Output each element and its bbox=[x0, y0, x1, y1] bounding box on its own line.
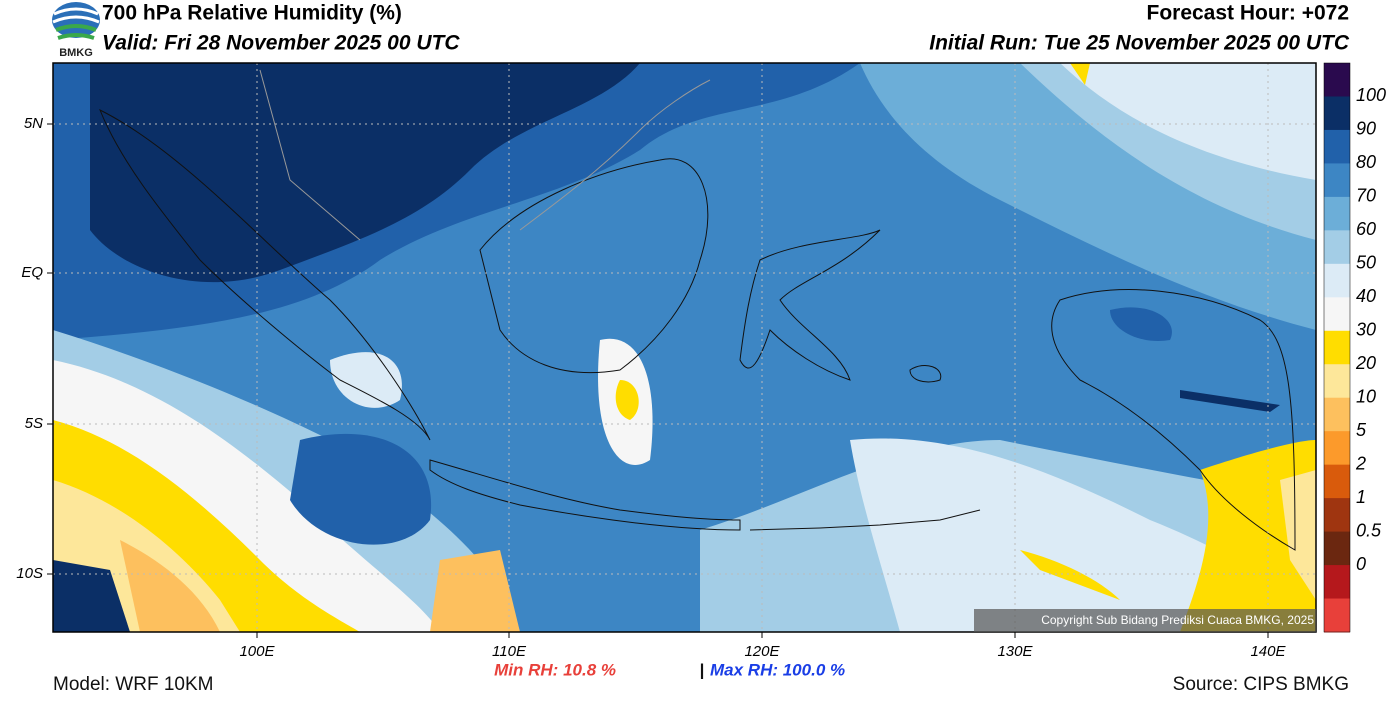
lon-label: 130E bbox=[997, 643, 1033, 660]
colorbar-swatch bbox=[1324, 431, 1350, 466]
colorbar-label: 0.5 bbox=[1356, 520, 1382, 540]
separator: | bbox=[700, 660, 705, 679]
colorbar-swatch bbox=[1324, 230, 1350, 265]
coastlines bbox=[99, 108, 1296, 551]
colorbar-swatch bbox=[1324, 464, 1350, 499]
lon-label: 110E bbox=[492, 643, 527, 660]
colorbar-label: 40 bbox=[1356, 286, 1376, 306]
colorbar-label: 80 bbox=[1356, 152, 1376, 172]
colorbar-swatch bbox=[1324, 531, 1350, 566]
lon-label: 120E bbox=[744, 643, 780, 660]
colorbar-swatch bbox=[1324, 364, 1350, 399]
map-frame bbox=[52, 62, 1317, 633]
lat-label: EQ bbox=[21, 264, 43, 281]
lon-label: 100E bbox=[239, 643, 275, 660]
colorbar-swatch bbox=[1324, 96, 1350, 131]
model: Model: WRF 10KM bbox=[53, 674, 213, 695]
logo-text: BMKG bbox=[59, 47, 93, 59]
copyright-box bbox=[974, 609, 1316, 632]
border-lines bbox=[259, 69, 711, 241]
colorbar-label: 5 bbox=[1356, 420, 1367, 440]
lat-label: 10S bbox=[16, 565, 43, 582]
source: Source: CIPS BMKG bbox=[1173, 674, 1349, 695]
initial-run: Initial Run: Tue 25 November 2025 00 UTC bbox=[929, 32, 1350, 55]
colorbar-frame bbox=[1323, 62, 1351, 633]
title: 700 hPa Relative Humidity (%) bbox=[102, 2, 402, 25]
lat-label: 5N bbox=[24, 115, 43, 132]
colorbar-swatch bbox=[1324, 598, 1350, 633]
colorbar-swatch bbox=[1324, 297, 1350, 332]
lat-label: 5S bbox=[25, 415, 43, 432]
colorbar-label: 2 bbox=[1355, 453, 1366, 473]
colorbar-label: 20 bbox=[1355, 353, 1376, 373]
colorbar-label: 30 bbox=[1356, 320, 1376, 340]
logo: BMKG bbox=[52, 2, 100, 59]
humidity-field bbox=[53, 63, 1316, 632]
colorbar-label: 1 bbox=[1356, 487, 1366, 507]
colorbar-swatch bbox=[1324, 397, 1350, 432]
valid-time: Valid: Fri 28 November 2025 00 UTC bbox=[102, 32, 460, 55]
colorbar-swatch bbox=[1324, 498, 1350, 533]
graticule bbox=[47, 63, 1316, 638]
copyright: Copyright Sub Bidang Prediksi Cuaca BMKG… bbox=[1041, 613, 1314, 627]
colorbar-label: 0 bbox=[1356, 554, 1366, 574]
colorbar-swatch bbox=[1324, 565, 1350, 600]
min-rh: Min RH: 10.8 % bbox=[494, 660, 616, 679]
colorbar-swatch bbox=[1324, 129, 1350, 164]
colorbar-label: 10 bbox=[1356, 386, 1376, 406]
colorbar-label: 50 bbox=[1356, 253, 1376, 273]
colorbar-swatch bbox=[1324, 196, 1350, 231]
colorbar-swatch bbox=[1324, 263, 1350, 298]
max-rh: Max RH: 100.0 % bbox=[710, 660, 845, 679]
colorbar-swatch bbox=[1324, 330, 1350, 365]
colorbar-label: 60 bbox=[1356, 219, 1376, 239]
colorbar-label: 100 bbox=[1356, 85, 1386, 105]
colorbar-swatch bbox=[1324, 163, 1350, 198]
lon-label: 140E bbox=[1250, 643, 1286, 660]
colorbar-swatch bbox=[1324, 63, 1350, 97]
colorbar: 100 90 80 70 60 50 40 30 20 10 5 2 1 0.5 0 bbox=[1323, 62, 1386, 633]
colorbar-label: 90 bbox=[1356, 119, 1376, 139]
forecast-hour: Forecast Hour: +072 bbox=[1147, 2, 1350, 25]
colorbar-label: 70 bbox=[1356, 186, 1376, 206]
